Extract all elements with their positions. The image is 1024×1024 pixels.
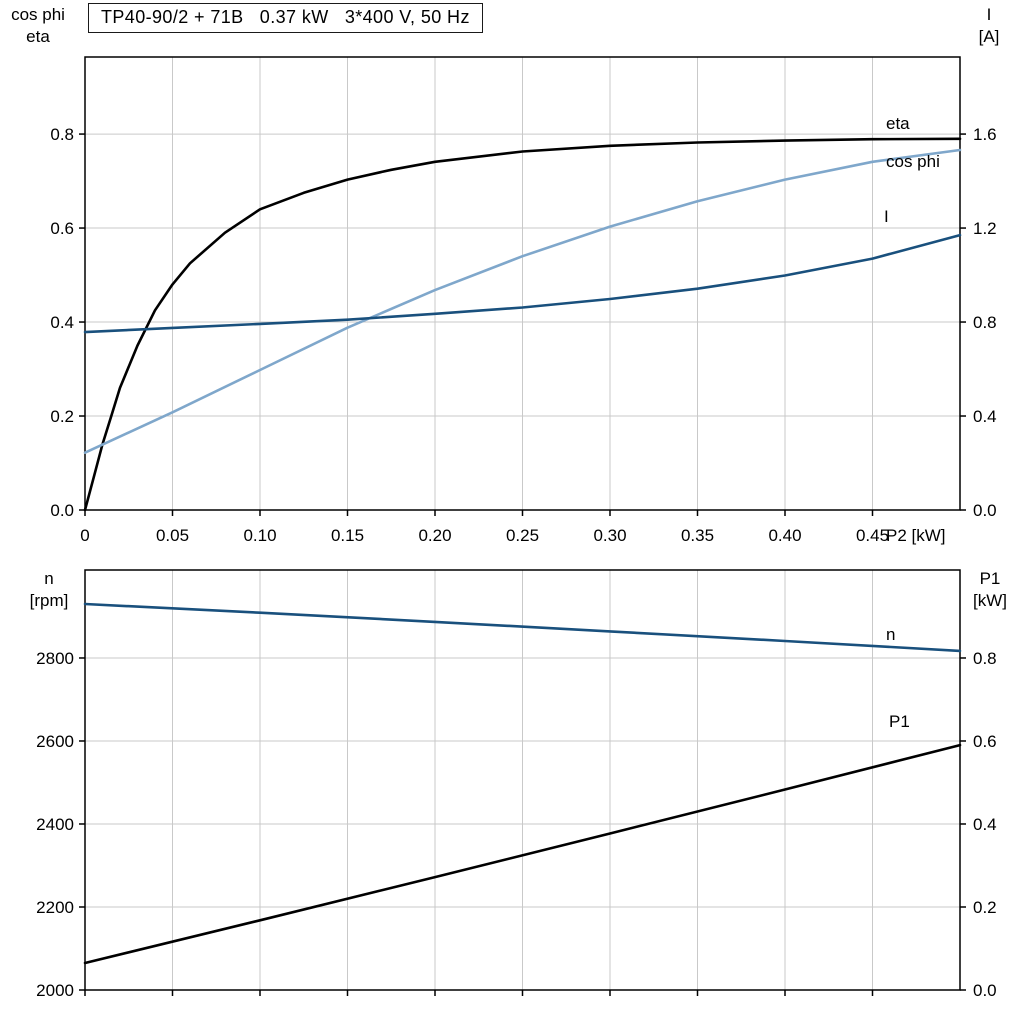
left-axis-tick-label: 0.2 — [50, 407, 74, 426]
curve-label-cos-phi: cos phi — [886, 152, 940, 171]
right-axis-tick-label: 0.4 — [973, 815, 997, 834]
axis-title-current: I — [986, 5, 992, 24]
top-chart-left-axis-title: cos phi eta — [4, 4, 72, 48]
right-axis-tick-label: 0.8 — [973, 649, 997, 668]
right-axis-tick-label: 0.0 — [973, 981, 997, 1000]
axis-title-current-unit: [A] — [978, 27, 1000, 46]
x-axis-tick-label: 0 — [80, 526, 89, 545]
left-axis-tick-label: 0.8 — [50, 125, 74, 144]
left-axis-tick-label: 2400 — [36, 815, 74, 834]
x-axis-tick-label: 0.10 — [243, 526, 276, 545]
curve-i — [83, 233, 962, 334]
left-axis-tick-label: 2000 — [36, 981, 74, 1000]
top-chart-right-axis-title: I [A] — [964, 4, 1014, 48]
curve-p1 — [83, 743, 962, 965]
curve-eta — [83, 137, 962, 512]
x-axis-tick-label: 0.05 — [156, 526, 189, 545]
axis-title-cos-phi: cos phi — [11, 5, 65, 24]
axis-title-p1: P1 — [979, 569, 1001, 588]
axis-title-eta: eta — [26, 27, 50, 46]
right-axis-tick-label: 0.8 — [973, 313, 997, 332]
axis-title-speed-unit: [rpm] — [29, 591, 69, 610]
left-axis-tick-label: 0.4 — [50, 313, 74, 332]
chart-title-box: TP40-90/2 + 71B 0.37 kW 3*400 V, 50 Hz — [88, 3, 483, 33]
curve-label-eta: eta — [886, 114, 910, 133]
right-axis-tick-label: 0.0 — [973, 501, 997, 520]
x-axis-tick-label: 0.40 — [768, 526, 801, 545]
bottom-chart-right-axis-title: P1 [kW] — [960, 568, 1020, 612]
curve-label-p1: P1 — [889, 712, 910, 731]
left-axis-tick-label: 0.0 — [50, 501, 74, 520]
left-axis-tick-label: 2200 — [36, 898, 74, 917]
left-axis-tick-label: 0.6 — [50, 219, 74, 238]
bottom-chart-left-axis-title: n [rpm] — [18, 568, 80, 612]
right-axis-tick-label: 1.2 — [973, 219, 997, 238]
curve-cos-phi — [83, 148, 962, 455]
left-axis-tick-label: 2600 — [36, 732, 74, 751]
x-axis-tick-label: 0.30 — [593, 526, 626, 545]
x-axis-tick-label: 0.20 — [418, 526, 451, 545]
right-axis-tick-label: 0.4 — [973, 407, 997, 426]
right-axis-tick-label: 1.6 — [973, 125, 997, 144]
x-axis-tick-label: 0.15 — [331, 526, 364, 545]
x-axis-title: P2 [kW] — [886, 526, 946, 545]
axis-title-p1-unit: [kW] — [973, 591, 1007, 610]
curve-n — [83, 602, 962, 653]
curve-label-n: n — [886, 625, 895, 644]
curve-label-i: I — [884, 207, 889, 226]
axis-title-speed: n — [44, 569, 54, 588]
right-axis-tick-label: 0.6 — [973, 732, 997, 751]
x-axis-tick-label: 0.35 — [681, 526, 714, 545]
x-axis-tick-label: 0.25 — [506, 526, 539, 545]
right-axis-tick-label: 0.2 — [973, 898, 997, 917]
x-axis-tick-label: 0.45 — [856, 526, 889, 545]
left-axis-tick-label: 2800 — [36, 649, 74, 668]
